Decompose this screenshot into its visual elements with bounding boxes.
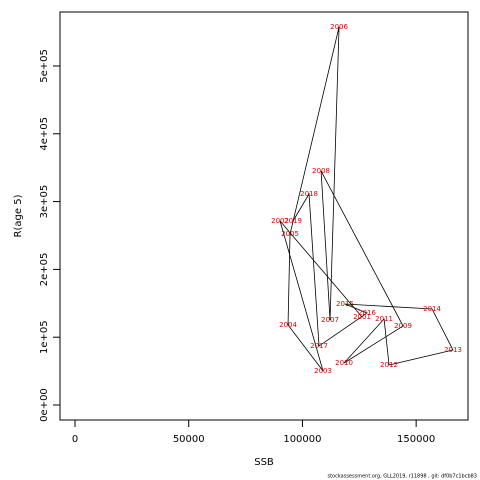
year-label: 2014 <box>423 305 441 313</box>
year-label: 2019 <box>284 217 302 225</box>
year-label: 2007 <box>321 316 339 324</box>
year-label: 2004 <box>279 321 297 329</box>
year-label: 2005 <box>281 230 299 238</box>
year-label: 2015 <box>336 300 354 308</box>
plot-frame <box>59 11 469 421</box>
y-tick-label: 2e+05 <box>39 253 50 287</box>
year-label: 2002 <box>271 217 289 225</box>
y-tick-label: 4e+05 <box>39 117 50 151</box>
y-tick-label: 1e+05 <box>39 320 50 354</box>
x-tick-label: 50000 <box>173 434 205 445</box>
x-tick-label: 0 <box>72 434 78 445</box>
year-label: 2001 <box>353 313 371 321</box>
year-label: 2018 <box>300 190 318 198</box>
year-label: 2016 <box>358 309 376 317</box>
year-label: 2009 <box>394 322 412 330</box>
year-label: 2008 <box>312 167 330 175</box>
footer: stockassessment.org, GLL2019, r11898 , g… <box>327 474 477 480</box>
x-tick-label: 100000 <box>283 434 321 445</box>
year-label: 2012 <box>380 361 398 369</box>
year-label: 2017 <box>310 342 328 350</box>
x-axis-label: SSB <box>254 457 274 468</box>
year-label: 2013 <box>444 346 462 354</box>
y-axis-label: R(age 5) <box>13 194 24 237</box>
year-label: 2011 <box>375 315 393 323</box>
y-tick-label: 3e+05 <box>39 185 50 219</box>
year-label: 2006 <box>330 23 348 31</box>
trajectory-line <box>279 26 454 372</box>
x-tick-label: 150000 <box>397 434 435 445</box>
year-label: 2003 <box>314 367 332 375</box>
y-tick-label: 5e+05 <box>39 49 50 83</box>
y-tick-label: 0e+00 <box>39 388 50 422</box>
year-label: 2010 <box>335 359 353 367</box>
